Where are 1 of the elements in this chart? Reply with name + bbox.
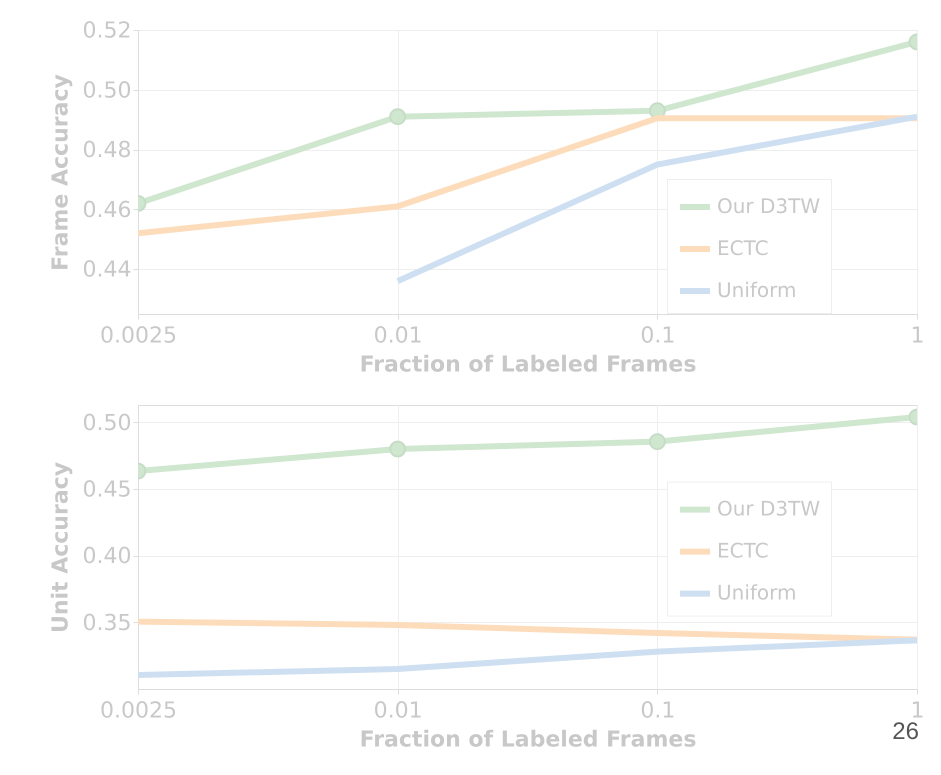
text: 26	[892, 718, 919, 745]
